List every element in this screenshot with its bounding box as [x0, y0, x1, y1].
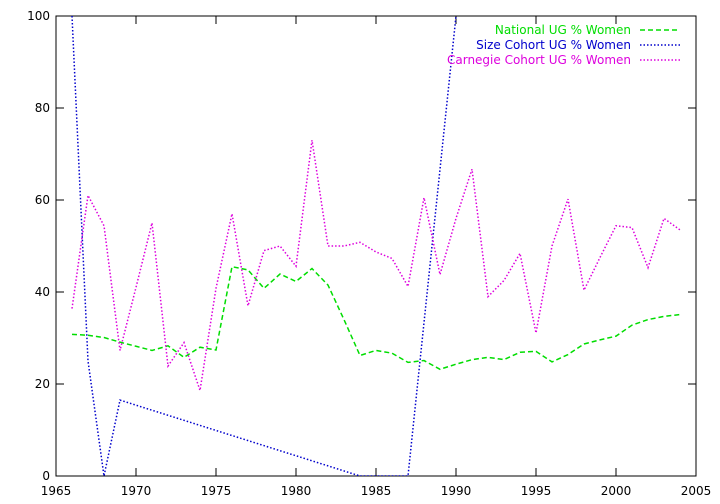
series-line-3: [71, 140, 681, 391]
legend-label: National UG % Women: [495, 23, 631, 37]
x-tick-label: 1965: [41, 484, 72, 498]
legend-label: Carnegie Cohort UG % Women: [447, 53, 631, 67]
axis-ticks: 0 20 40 60 80 100 1965 1970 1975 1980 1985 1990 1995…: [27, 9, 711, 498]
y-tick-label: 40: [35, 285, 50, 299]
y-tick-label: 100: [27, 9, 50, 23]
x-tick-label: 1970: [121, 484, 152, 498]
y-tick-label: 80: [35, 101, 50, 115]
x-tick-label: 2000: [601, 484, 632, 498]
x-tick-label: 2005: [681, 484, 712, 498]
x-tick-label: 1985: [361, 484, 392, 498]
series-line-1: [71, 265, 681, 371]
y-tick-label: 20: [35, 377, 50, 391]
x-tick-label: 1975: [201, 484, 232, 498]
x-tick-label: 1995: [521, 484, 552, 498]
series-line-2: [71, 16, 457, 476]
y-tick-label: 0: [42, 469, 50, 483]
legend-label: Size Cohort UG % Women: [476, 38, 631, 52]
series-lines: [71, 16, 681, 476]
plot-frame: [55, 15, 697, 477]
x-tick-label: 1990: [441, 484, 472, 498]
x-tick-label: 1980: [281, 484, 312, 498]
y-tick-label: 60: [35, 193, 50, 207]
